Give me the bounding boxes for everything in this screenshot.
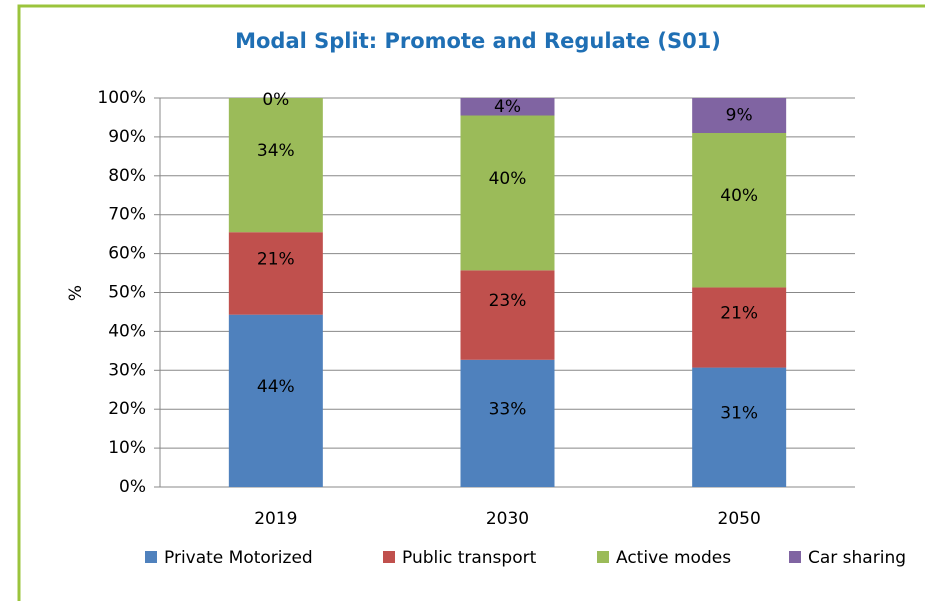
x-tick-label: 2050 [718, 509, 761, 529]
bar-segment [692, 98, 787, 134]
y-tick-label: 0% [119, 477, 146, 497]
y-tick-label: 30% [108, 360, 146, 380]
data-label: 33% [489, 399, 527, 419]
legend-swatch [789, 551, 801, 563]
data-label: 31% [720, 403, 758, 423]
bar-segment [460, 359, 555, 487]
y-tick-label: 50% [108, 283, 146, 303]
bar-segment [692, 367, 787, 487]
data-label: 9% [726, 106, 753, 126]
y-tick-label: 80% [108, 166, 146, 186]
legend-label: Car sharing [808, 548, 906, 568]
bar-segment [228, 232, 323, 315]
y-axis-label: % [66, 285, 86, 301]
data-label: 4% [494, 97, 521, 117]
bar-segment [228, 98, 323, 233]
bar-segment [460, 98, 555, 116]
legend-label: Public transport [402, 548, 537, 568]
y-tick-label: 10% [108, 438, 146, 458]
bar-segment [228, 314, 323, 487]
y-tick-label: 60% [108, 244, 146, 264]
legend-label: Private Motorized [164, 548, 313, 568]
bar-segment [460, 115, 555, 271]
x-tick-label: 2019 [254, 509, 297, 529]
legend-label: Active modes [616, 548, 731, 568]
bar-segment [692, 287, 787, 368]
data-label: 0% [262, 90, 289, 110]
x-tick-label: 2030 [486, 509, 529, 529]
bar-segment [692, 133, 787, 288]
frame [17, 4, 925, 601]
data-label: 23% [489, 291, 527, 311]
data-label: 21% [257, 249, 295, 269]
data-label: 34% [257, 141, 295, 161]
chart-title: Modal Split: Promote and Regulate (S01) [235, 29, 721, 53]
y-tick-label: 70% [108, 205, 146, 225]
legend-swatch [597, 551, 609, 563]
y-tick-label: 100% [97, 88, 146, 108]
data-label: 21% [720, 304, 758, 324]
data-label: 44% [257, 377, 295, 397]
bar-segment [460, 270, 555, 360]
data-label: 40% [489, 169, 527, 189]
legend-swatch [145, 551, 157, 563]
y-tick-label: 20% [108, 399, 146, 419]
data-label: 40% [720, 186, 758, 206]
legend-swatch [383, 551, 395, 563]
y-tick-label: 40% [108, 321, 146, 341]
y-tick-label: 90% [108, 127, 146, 147]
